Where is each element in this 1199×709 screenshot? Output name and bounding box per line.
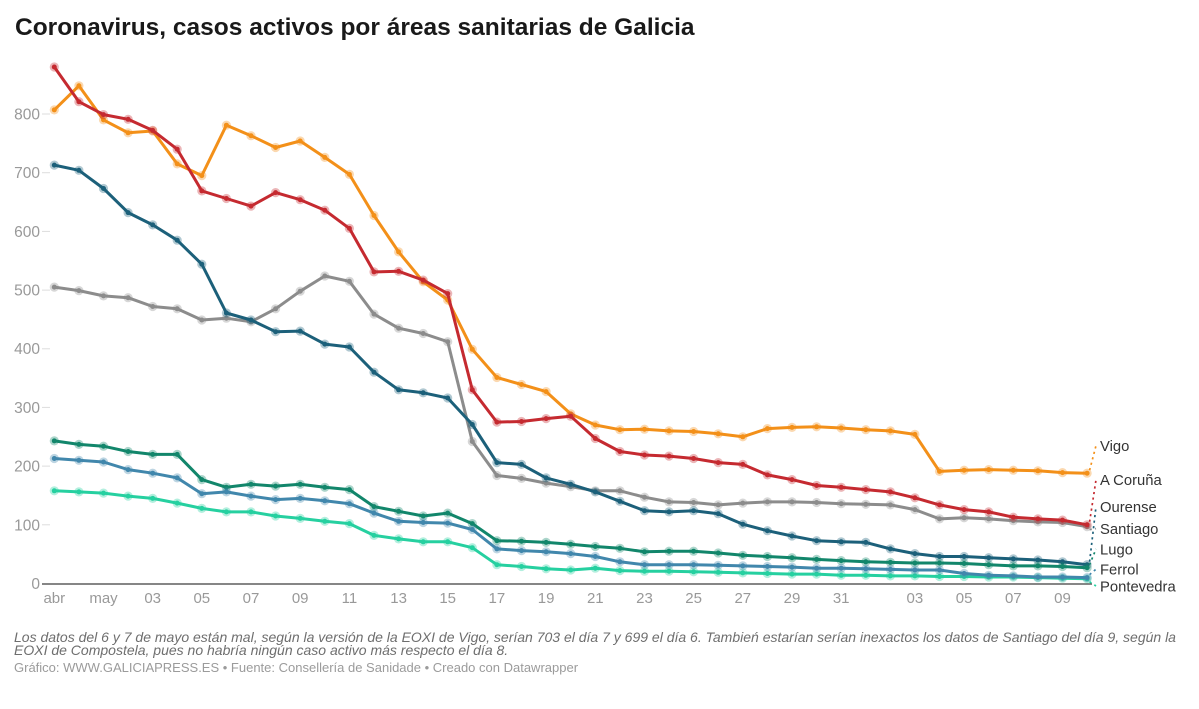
svg-text:07: 07 — [243, 590, 260, 607]
svg-text:A Coruña: A Coruña — [1100, 473, 1162, 489]
svg-text:25: 25 — [685, 590, 702, 607]
svg-text:29: 29 — [784, 590, 801, 607]
svg-text:Ferrol: Ferrol — [1100, 563, 1139, 579]
svg-text:03: 03 — [144, 590, 161, 607]
svg-text:abr: abr — [43, 590, 65, 607]
svg-text:700: 700 — [14, 165, 40, 182]
svg-text:31: 31 — [833, 590, 850, 607]
svg-text:19: 19 — [538, 590, 555, 607]
svg-text:may: may — [89, 590, 118, 607]
svg-text:13: 13 — [390, 590, 407, 607]
svg-text:800: 800 — [14, 107, 40, 124]
svg-text:03: 03 — [907, 590, 924, 607]
svg-text:600: 600 — [14, 224, 40, 241]
svg-text:Ourense: Ourense — [1100, 500, 1157, 516]
svg-text:05: 05 — [193, 590, 210, 607]
svg-text:09: 09 — [292, 590, 309, 607]
svg-text:17: 17 — [489, 590, 506, 607]
svg-text:Pontevedra: Pontevedra — [1100, 579, 1176, 595]
svg-text:05: 05 — [956, 590, 973, 607]
svg-text:11: 11 — [342, 590, 358, 607]
svg-text:15: 15 — [439, 590, 456, 607]
svg-text:500: 500 — [14, 283, 40, 300]
svg-text:200: 200 — [14, 459, 40, 476]
svg-text:07: 07 — [1005, 590, 1022, 607]
svg-text:Santiago: Santiago — [1100, 522, 1158, 538]
svg-text:Vigo: Vigo — [1100, 439, 1129, 455]
svg-text:400: 400 — [14, 341, 40, 358]
svg-text:Lugo: Lugo — [1100, 542, 1133, 558]
svg-text:100: 100 — [14, 517, 40, 534]
svg-text:09: 09 — [1054, 590, 1071, 607]
svg-text:0: 0 — [31, 576, 40, 593]
svg-text:23: 23 — [636, 590, 653, 607]
svg-text:21: 21 — [587, 590, 604, 607]
svg-text:27: 27 — [734, 590, 751, 607]
svg-text:300: 300 — [14, 400, 40, 417]
